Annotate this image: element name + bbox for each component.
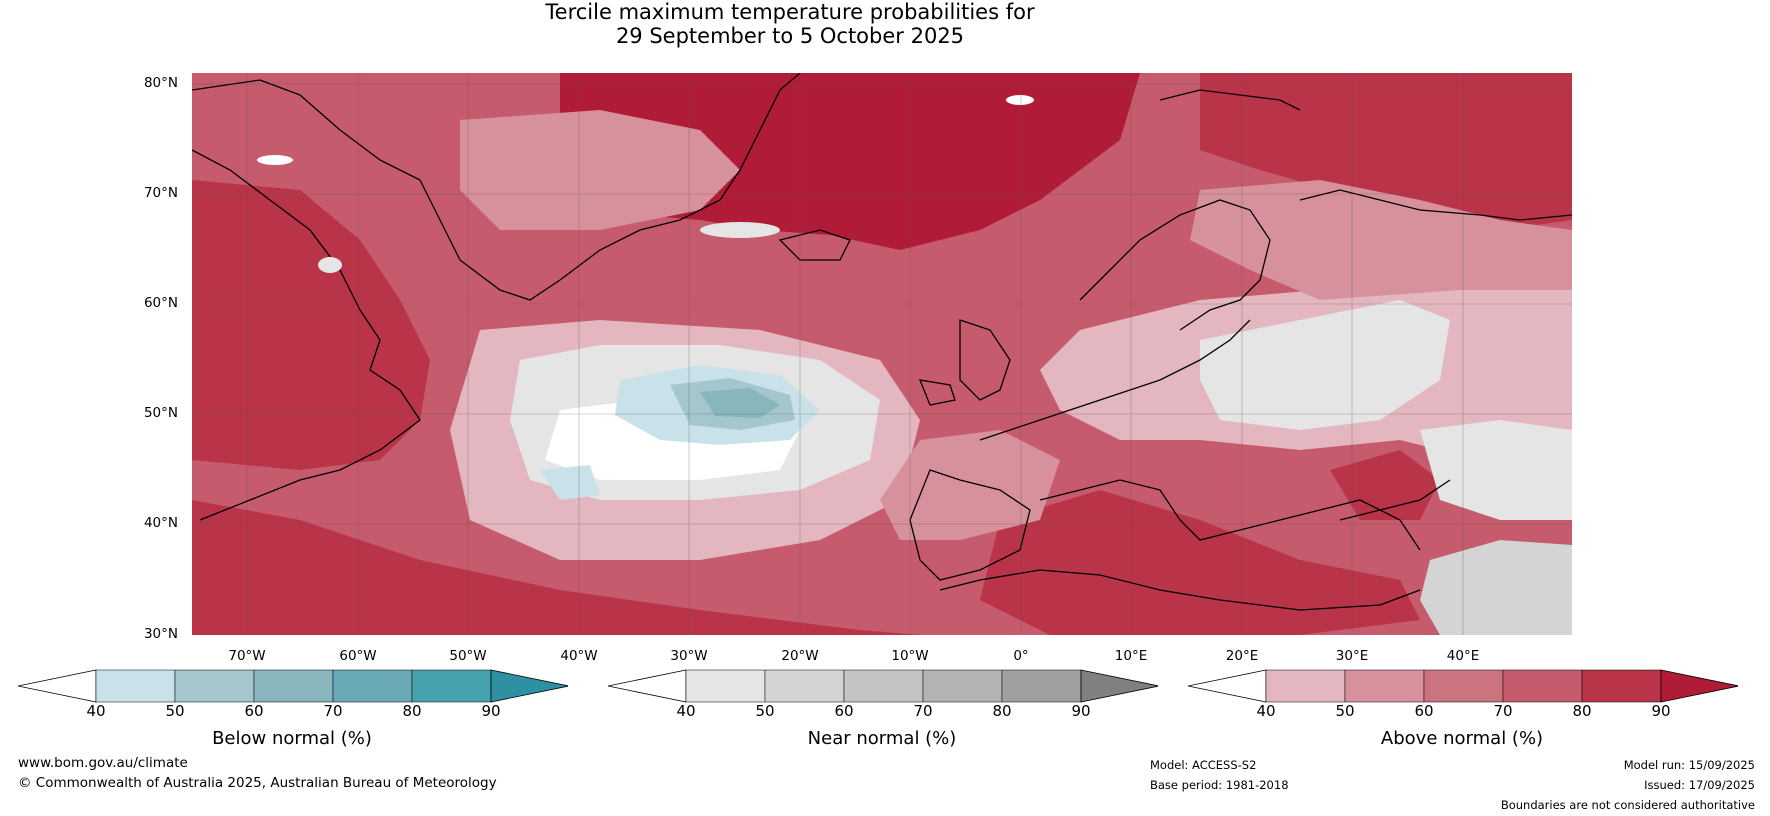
colorbar-tick-label: 60 — [1414, 702, 1434, 720]
colorbar-label-below: Below normal (%) — [212, 728, 372, 749]
colorbar-tick-label: 40 — [676, 702, 696, 720]
lat-label-60n: 60°N — [143, 295, 178, 311]
lon-label-20e: 20°E — [1225, 648, 1259, 664]
colorbar-tick-label: 40 — [86, 702, 106, 720]
graticule — [192, 73, 1572, 635]
colorbar-extend-high — [490, 669, 568, 703]
colorbar-tick-label: 60 — [834, 702, 854, 720]
region-above-90-labrador — [192, 180, 430, 470]
colorbar-segment — [922, 669, 1003, 703]
region-above-90-atlantic-south — [192, 500, 920, 635]
colorbar-segment — [843, 669, 924, 703]
lon-label-30e: 30°E — [1335, 648, 1369, 664]
colorbar-segment — [764, 669, 845, 703]
region-below-normal-70 — [700, 388, 780, 418]
colorbar-label-near: Near normal (%) — [807, 728, 957, 749]
lon-label-30w: 30°W — [670, 648, 708, 664]
colorbar-tick-label: 70 — [1493, 702, 1513, 720]
region-above-60-greenland-sea — [460, 110, 740, 230]
colorbar-extend-low — [608, 669, 687, 703]
region-above-90-east-arctic — [1200, 73, 1572, 230]
ice-patch-1 — [257, 155, 293, 165]
colorbar-segment — [253, 669, 334, 703]
lat-label-80n: 80°N — [143, 75, 178, 91]
footer-base-period: Base period: 1981-2018 — [1150, 778, 1289, 792]
colorbar-segment — [1344, 669, 1425, 703]
region-near-normal-central-europe — [1200, 300, 1450, 430]
footer-website[interactable]: www.bom.gov.au/climate — [18, 755, 188, 771]
colorbar-segment — [174, 669, 255, 703]
colorbar-segment — [95, 669, 176, 703]
region-near-normal-middle-east — [1420, 540, 1572, 635]
lon-label-0: 0° — [1013, 648, 1029, 664]
colorbar-tick-label: 70 — [913, 702, 933, 720]
lon-label-10e: 10°E — [1114, 648, 1148, 664]
colorbar-segment — [332, 669, 413, 703]
region-below-normal-sw — [540, 465, 600, 500]
ice-patch-3 — [1006, 95, 1034, 105]
region-above-60-iberia — [880, 430, 1060, 540]
footer-copyright: © Commonwealth of Australia 2025, Austra… — [18, 775, 497, 791]
lon-label-20w: 20°W — [781, 648, 819, 664]
colorbar-tick-label: 50 — [165, 702, 185, 720]
colorbar-tick-label: 90 — [1651, 702, 1671, 720]
lat-label-30n: 30°N — [143, 626, 178, 642]
colorbar-segment — [411, 669, 492, 703]
ice-patch-2 — [318, 257, 342, 273]
lat-label-70n: 70°N — [143, 185, 178, 201]
title-line-1: Tercile maximum temperature probabilitie… — [545, 0, 1035, 24]
colorbar-below-normal — [18, 669, 568, 703]
colorbar-segment — [1502, 669, 1583, 703]
lon-label-60w: 60°W — [339, 648, 377, 664]
colorbar-tick-label: 50 — [1335, 702, 1355, 720]
colorbar-extend-low — [18, 669, 97, 703]
colorbar-tick-label: 80 — [1572, 702, 1592, 720]
colorbar-tick-label: 50 — [755, 702, 775, 720]
colorbar-tick-label: 70 — [323, 702, 343, 720]
lon-label-50w: 50°W — [449, 648, 487, 664]
colorbar-segment — [1581, 669, 1662, 703]
colorbar-extend-high — [1080, 669, 1158, 703]
colorbar-segment — [1001, 669, 1082, 703]
colorbar-extend-high — [1660, 669, 1738, 703]
colorbar-tick-label: 80 — [992, 702, 1012, 720]
lon-label-70w: 70°W — [228, 648, 266, 664]
lat-label-50n: 50°N — [143, 405, 178, 421]
footer-disclaimer: Boundaries are not considered authoritat… — [1500, 798, 1755, 812]
footer-model: Model: ACCESS-S2 — [1150, 758, 1257, 772]
colorbar-label-above: Above normal (%) — [1380, 728, 1544, 749]
region-near-normal-west-asia — [1420, 420, 1572, 520]
region-above-90-mediterranean — [980, 490, 1420, 635]
colorbar-segment — [1265, 669, 1346, 703]
coastlines — [192, 73, 1572, 611]
footer-issued: Issued: 17/09/2025 — [1644, 778, 1755, 792]
region-above-50-scandinavia — [1190, 180, 1572, 300]
colorbar-tick-label: 60 — [244, 702, 264, 720]
colorbar-tick-label: 80 — [402, 702, 422, 720]
colorbar-tick-label: 90 — [481, 702, 501, 720]
title-line-2: 29 September to 5 October 2025 — [615, 24, 965, 48]
colorbar-tick-label: 40 — [1256, 702, 1276, 720]
lon-label-40w: 40°W — [560, 648, 598, 664]
lat-label-40n: 40°N — [143, 515, 178, 531]
lon-label-10w: 10°W — [891, 648, 929, 664]
colorbar-near-normal — [608, 669, 1158, 703]
region-above-90-arctic — [560, 73, 1140, 250]
colorbar-tick-label: 90 — [1071, 702, 1091, 720]
colorbar-extend-low — [1188, 669, 1267, 703]
map-title: Tercile maximum temperature probabilitie… — [0, 0, 1720, 48]
colorbar-segment — [1423, 669, 1504, 703]
colorbar-segment — [685, 669, 766, 703]
footer-model-run: Model run: 15/09/2025 — [1623, 758, 1755, 772]
ice-patch-greenland-coast — [700, 222, 780, 238]
lon-label-40e: 40°E — [1446, 648, 1480, 664]
colorbar-above-normal — [1188, 669, 1738, 703]
